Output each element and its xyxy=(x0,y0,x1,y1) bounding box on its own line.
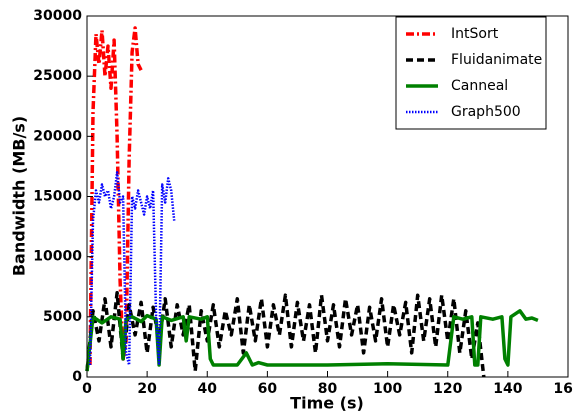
x-tick-label: 100 xyxy=(373,381,402,397)
x-tick-label: 120 xyxy=(433,381,462,397)
series-line xyxy=(88,171,176,367)
x-tick-label: 20 xyxy=(137,381,157,397)
series-line xyxy=(88,26,143,366)
x-tick-label: 0 xyxy=(82,381,92,397)
x-tick-label: 40 xyxy=(198,381,218,397)
y-tick-label: 0 xyxy=(72,369,82,385)
legend-label: Fluidanimate xyxy=(451,52,542,68)
legend-label: IntSort xyxy=(451,26,499,42)
legend-box xyxy=(395,16,547,130)
y-tick-label: 15000 xyxy=(33,189,82,205)
y-axis-label: Bandwidth (MB/s) xyxy=(10,116,29,276)
y-tick-label: 25000 xyxy=(33,68,82,84)
x-axis-label: Time (s) xyxy=(290,394,364,413)
y-tick-label: 20000 xyxy=(33,128,82,144)
x-tick-label: 80 xyxy=(318,381,338,397)
series-line xyxy=(85,291,486,378)
x-tick-label: 60 xyxy=(258,381,278,397)
series-line xyxy=(85,309,539,372)
y-tick-label: 5000 xyxy=(43,309,82,325)
legend-label: Canneal xyxy=(451,78,508,94)
legend: IntSort Fluidanimate Canneal Graph500 xyxy=(395,16,547,130)
y-tick-label: 10000 xyxy=(33,249,82,265)
x-tick-label: 140 xyxy=(493,381,522,397)
y-tick-label: 30000 xyxy=(33,8,82,24)
x-tick-label: 160 xyxy=(553,381,573,397)
legend-label: Graph500 xyxy=(451,104,521,120)
